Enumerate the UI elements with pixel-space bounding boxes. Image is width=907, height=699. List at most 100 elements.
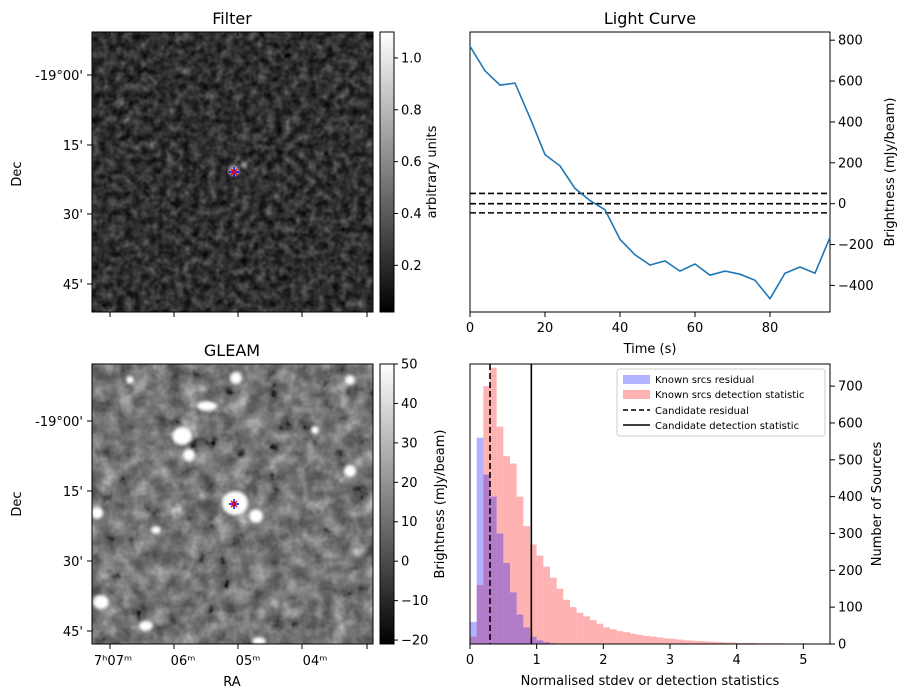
gleam-panel: GLEAM -1 <box>10 341 448 690</box>
histogram-bar <box>503 562 510 644</box>
colorbar-tick-label: 0.4 <box>401 207 422 222</box>
histogram-bar <box>623 632 630 644</box>
lightcurve-threshold-lines <box>470 192 830 214</box>
filter-ytick-3: 45' <box>63 278 83 293</box>
gleam-marker-x <box>230 500 238 508</box>
gleam-xtick-2: 05ᵐ <box>236 654 261 669</box>
histogram-ylabel: Number of Sources <box>870 442 885 567</box>
lightcurve-y-ticks: −400 −200 0 200 400 600 800 <box>830 34 874 294</box>
filter-frame <box>91 31 374 313</box>
filter-panel: Filter -19°00' 15' 30' 45' Dec <box>10 9 440 317</box>
colorbar-tick-label: 0 <box>401 555 409 570</box>
legend-label-2: Candidate residual <box>655 406 749 417</box>
histogram-bar <box>643 635 650 644</box>
lightcurve-ytick-label: 200 <box>838 156 863 171</box>
histogram-frame <box>469 363 831 645</box>
histogram-bar <box>476 437 484 644</box>
lightcurve-xlabel: Time (s) <box>623 342 677 357</box>
histogram-bar <box>496 533 504 644</box>
histogram-y-ticks: 0 100 200 300 400 500 600 700 <box>830 380 863 653</box>
gleam-source <box>139 621 153 631</box>
gleam-ytick-0: -19°00' <box>35 415 83 430</box>
gleam-x-ticks <box>109 644 368 649</box>
histogram-bar <box>556 588 564 644</box>
histogram-bar <box>750 642 757 644</box>
legend-swatch-detection <box>623 390 650 399</box>
histogram-bar <box>543 566 550 644</box>
histogram-bar <box>563 599 570 644</box>
lightcurve-ytick-label: −400 <box>838 279 874 294</box>
histogram-ytick-label: 100 <box>838 601 863 616</box>
histogram-bar <box>530 544 537 644</box>
lightcurve-ytick-label: 600 <box>838 75 863 90</box>
histogram-bar <box>483 386 490 644</box>
gleam-source <box>249 509 263 523</box>
lightcurve-ytick-label: 400 <box>838 115 863 130</box>
histogram-ytick-label: 600 <box>838 416 863 431</box>
histogram-bar <box>470 636 477 644</box>
lightcurve-xtick-label: 60 <box>687 321 704 336</box>
histogram-bar <box>490 496 497 644</box>
gleam-source <box>183 449 195 461</box>
histogram-bar <box>630 633 637 644</box>
lightcurve-xtick-label: 40 <box>612 321 629 336</box>
filter-colorbar-label: arbitrary units <box>425 125 440 218</box>
gleam-source <box>91 507 103 519</box>
histogram-bar <box>716 642 724 644</box>
histogram-bar <box>490 367 497 644</box>
histogram-bar <box>583 616 590 644</box>
lightcurve-xtick-label: 20 <box>537 321 554 336</box>
gleam-ytick-2: 30' <box>63 555 83 570</box>
colorbar-tick-label: 0.6 <box>401 155 422 170</box>
lightcurve-ytick-label: 800 <box>838 34 863 49</box>
histogram-bar <box>730 642 737 644</box>
histogram-candidate-lines <box>489 364 533 644</box>
lightcurve-ytick-label: −200 <box>838 238 874 253</box>
histogram-bar <box>710 641 717 644</box>
filter-y-ticks <box>87 74 92 285</box>
lightcurve-frame <box>469 31 831 313</box>
gleam-source <box>172 427 192 445</box>
histogram-bar <box>656 637 664 644</box>
colorbar-tick-label: 1.0 <box>401 51 422 66</box>
filter-source-blob-2 <box>241 162 247 168</box>
colorbar-tick-label: 20 <box>401 476 418 491</box>
gleam-xtick-1: 06ᵐ <box>171 654 196 669</box>
histogram-bar <box>676 639 684 644</box>
filter-ytick-2: 30' <box>63 208 83 223</box>
histogram-panel: 0 1 2 3 4 5 0 100 200 300 400 500 600 700 Normalised… <box>466 363 885 689</box>
histogram-bar <box>650 636 657 644</box>
gleam-source <box>151 526 161 534</box>
lightcurve-x-ticks: 0 20 40 60 80 <box>466 312 778 336</box>
histogram-bar <box>703 641 710 644</box>
colorbar-tick-label: −10 <box>401 594 428 609</box>
histogram-bar <box>536 640 544 644</box>
gleam-source <box>230 372 242 384</box>
colorbar-tick-label: 40 <box>401 397 418 412</box>
histogram-bar <box>690 640 697 644</box>
histogram-bar <box>670 638 677 644</box>
gleam-source <box>197 401 217 411</box>
gleam-ytick-1: 15' <box>63 485 83 500</box>
filter-ylabel: Dec <box>10 161 25 186</box>
gleam-colorbar <box>379 363 395 645</box>
histogram-bar <box>516 496 524 644</box>
histogram-bar <box>743 642 750 644</box>
legend-label-0: Known srcs residual <box>655 375 754 386</box>
filter-colorbar <box>379 31 395 313</box>
histogram-xtick-label: 1 <box>533 653 541 668</box>
gleam-sources <box>91 372 356 645</box>
histogram-ytick-label: 200 <box>838 564 863 579</box>
histogram-bar <box>510 592 517 644</box>
colorbar-tick-label: 10 <box>401 515 418 530</box>
histogram-bar <box>550 577 557 644</box>
gleam-ylabel: Dec <box>10 491 25 516</box>
histogram-bar <box>570 607 577 644</box>
histogram-ytick-label: 300 <box>838 527 863 542</box>
histogram-ytick-label: 700 <box>838 380 863 395</box>
histogram-ytick-label: 500 <box>838 453 863 468</box>
histogram-bar <box>470 621 477 644</box>
colorbar-tick-label: 0.8 <box>401 103 422 118</box>
gleam-xtick-0: 7ʰ07ᵐ <box>94 654 132 669</box>
